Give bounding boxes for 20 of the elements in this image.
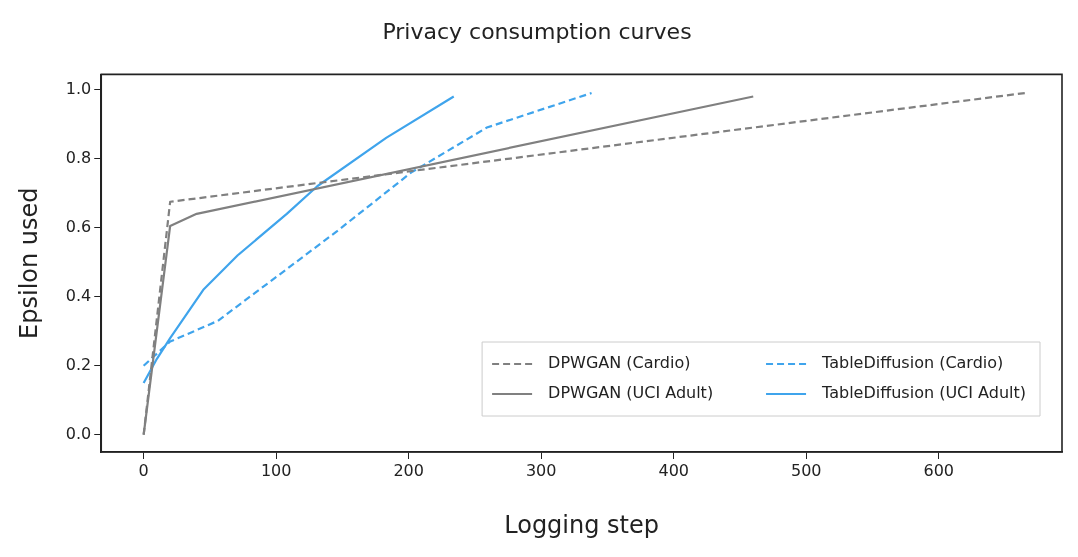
legend-label: TableDiffusion (UCI Adult): [821, 383, 1026, 403]
y-tick-label: 0.4: [65, 285, 92, 305]
y-tick-label: 0.8: [65, 147, 92, 167]
x-tick-label: 200: [393, 460, 424, 480]
legend-label: DPWGAN (Cardio): [548, 353, 691, 373]
x-tick-label: 400: [658, 460, 689, 480]
x-tick-label: 100: [260, 460, 292, 480]
y-tick-label: 0.2: [65, 354, 92, 374]
chart-title: Privacy consumption curves: [382, 18, 692, 44]
x-tick-label: 500: [790, 460, 822, 480]
legend-label: TableDiffusion (Cardio): [821, 353, 1004, 373]
legend-label: DPWGAN (UCI Adult): [548, 383, 714, 403]
y-tick-label: 0.0: [65, 423, 92, 443]
x-tick-label: 600: [923, 460, 955, 480]
y-axis-title: Epsilon used: [14, 187, 43, 339]
y-tick-label: 0.6: [65, 216, 92, 236]
y-tick-label: 1.0: [65, 78, 92, 98]
x-tick-label: 300: [525, 460, 557, 480]
x-axis-title: Logging step: [504, 510, 660, 539]
x-tick-label: 0: [138, 460, 149, 480]
